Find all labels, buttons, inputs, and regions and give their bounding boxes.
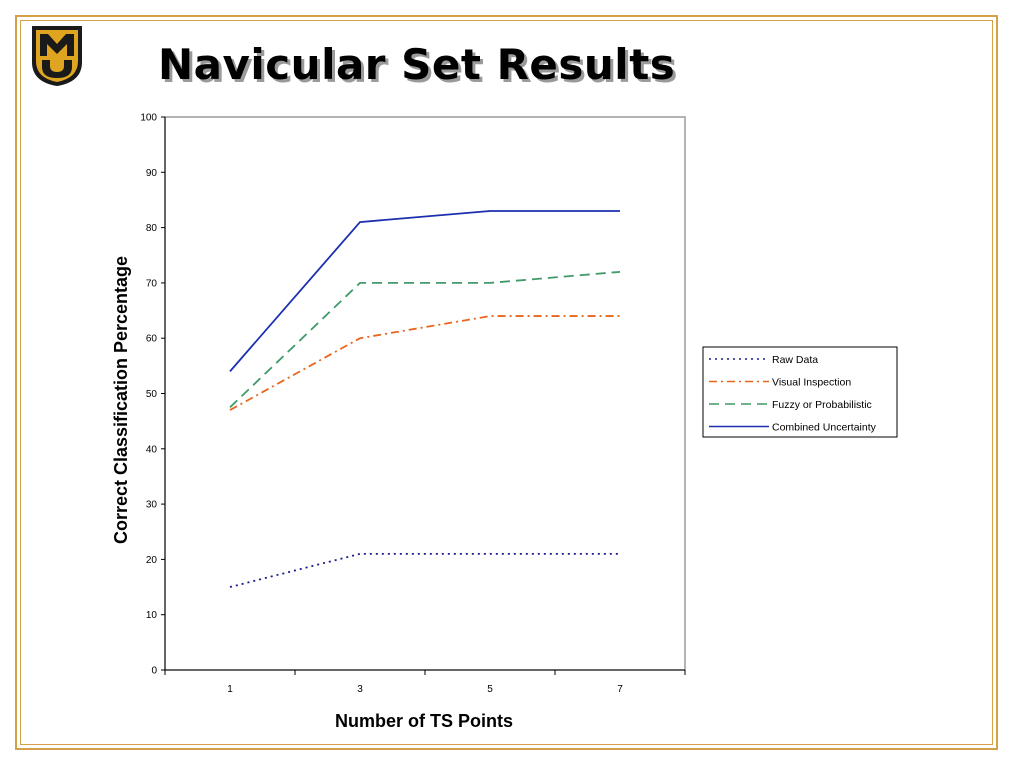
y-tick-label: 80 [146,223,158,234]
y-tick-label: 0 [151,666,157,677]
series-line-fuzzy-or-probabilistic [229,270,621,408]
x-tick-label: 7 [617,684,623,695]
x-tick-label: 3 [357,684,363,695]
slide-frame-outer [15,15,998,750]
series-line-raw-data [229,552,620,588]
legend: Raw Data Visual Inspection Fuzzy or Probab… [702,346,898,438]
y-tick-label: 10 [146,610,158,621]
y-tick-label: 60 [146,334,158,345]
slide-title: Navicular Set Results [158,40,676,89]
y-tick-label: 100 [140,113,157,124]
series-line-visual-inspection [229,315,620,411]
x-tick-label: 1 [227,684,233,695]
series-line-combined-uncertainty [229,210,620,372]
mizzou-mu-shield-logo-icon [32,26,82,86]
y-tick-label: 40 [146,444,158,455]
y-tick-label: 70 [146,278,158,289]
y-axis-title: Correct Classification Percentage [111,256,131,544]
legend-entry-label: Combined Uncertainty [772,422,877,434]
legend-entry-label: Raw Data [772,354,818,366]
y-tick-label: 50 [146,389,158,400]
y-tick-label: 20 [146,555,158,566]
axes: 0 10 20 30 40 50 60 70 80 90 100 1 3 5 7 [140,113,686,695]
legend-entry-label: Fuzzy or Probabilistic [772,399,872,411]
y-tick-label: 90 [146,168,158,179]
plot-area [164,116,686,671]
legend-box [702,346,898,438]
legend-entry-label: Visual Inspection [772,377,851,389]
slide-frame-inner [20,20,993,745]
x-tick-label: 5 [487,684,493,695]
series-layer [229,210,621,588]
x-axis-title: Number of TS Points [335,711,513,731]
y-tick-label: 30 [146,500,158,511]
